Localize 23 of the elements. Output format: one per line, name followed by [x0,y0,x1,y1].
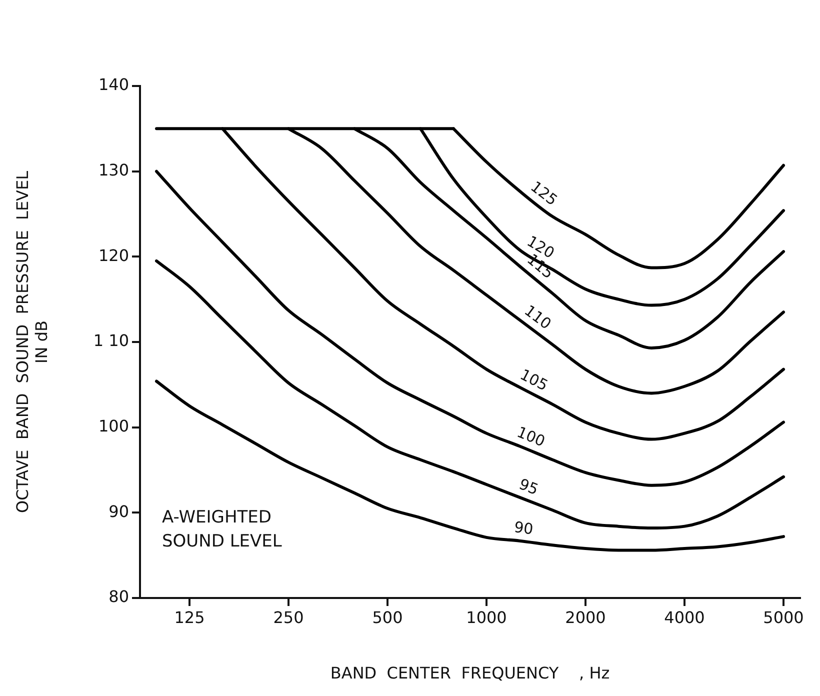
y-tick-label: 1 10 [93,331,129,350]
y-tick-label: 140 [98,75,129,94]
y-tick-label: 120 [98,246,129,265]
x-tick-label: 250 [273,608,304,627]
x-axis-title: BAND CENTER FREQUENCY , Hz [330,664,610,683]
x-tick-label: 5000 [763,608,804,627]
text: 90 [513,518,534,538]
y-axis-title: OCTAVE BAND SOUND PRESSURE LEVEL IN dB [12,170,51,514]
text: 100 [514,422,548,450]
y-tick-label: 80 [108,587,129,606]
text: 125 [527,178,561,210]
x-tick-label: 2000 [565,608,606,627]
x-tick-label: 1000 [466,608,507,627]
y-tick-label: 90 [108,502,129,521]
y-tick-label: 130 [98,160,129,180]
y-tick-label: 100 [98,416,129,436]
text: 95 [516,474,541,499]
x-tick-label: 125 [174,608,205,627]
annotation: A-WEIGHTED SOUND LEVEL [162,507,282,552]
x-tick-label: 4000 [664,608,705,627]
text: 105 [517,365,551,395]
x-tick-label: 500 [372,608,403,627]
text: 110 [521,301,555,333]
